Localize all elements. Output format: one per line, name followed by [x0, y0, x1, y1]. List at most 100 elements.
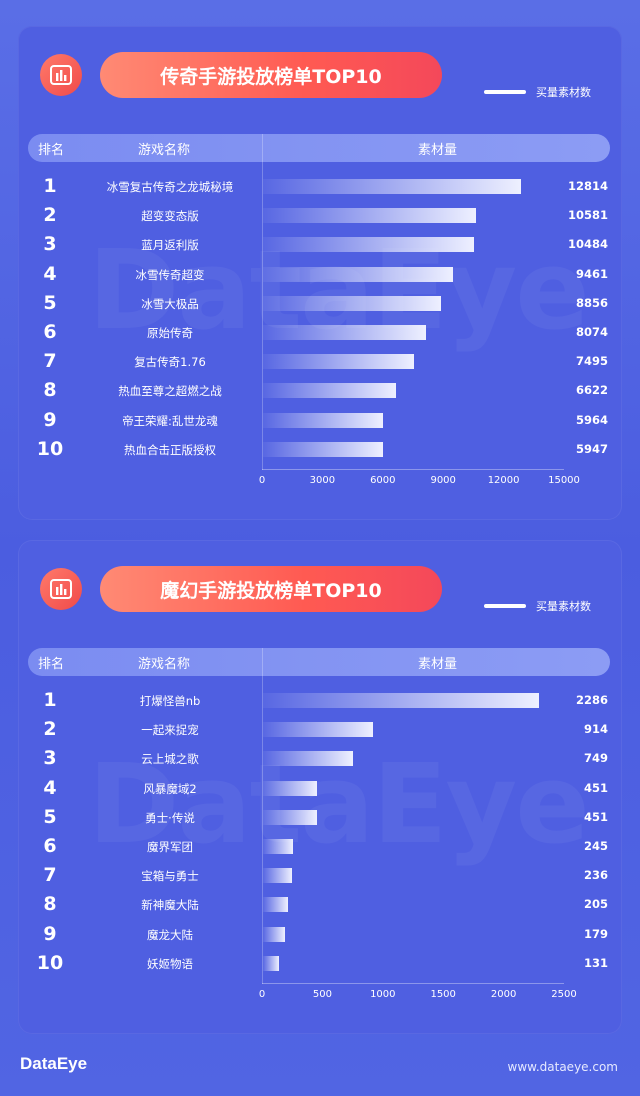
x-tick-label: 1000 — [370, 989, 396, 1000]
header-rank: 排名 — [38, 143, 65, 158]
rank-number: 1 — [43, 175, 57, 197]
bar — [263, 441, 383, 457]
game-name: 冰雪复古传奇之龙城秘境 — [106, 180, 234, 194]
game-name: 超变变态版 — [141, 209, 199, 224]
value-label: 451 — [583, 809, 608, 824]
table-row: 8 热血至尊之超燃之战 6622 — [18, 376, 622, 405]
rank-number: 6 — [43, 321, 57, 343]
game-name: 复古传奇1.76 — [134, 355, 206, 370]
rank-number: 2 — [43, 718, 57, 741]
value-label: 8074 — [575, 325, 608, 339]
game-name: 原始传奇 — [147, 326, 193, 340]
table-row: 10 热血合击正版授权 5947 — [18, 435, 622, 464]
table-row: 1 冰雪复古传奇之龙城秘境 12814 — [18, 172, 622, 201]
x-tick-label: 9000 — [430, 475, 456, 486]
value-label: 749 — [583, 751, 608, 766]
value-label: 10581 — [567, 208, 608, 223]
legend-swatch — [484, 90, 526, 94]
header-name: 游戏名称 — [138, 143, 191, 158]
bar — [263, 295, 442, 311]
bar — [263, 354, 414, 370]
x-tick-label: 12000 — [487, 475, 520, 486]
bar — [263, 325, 426, 340]
bar — [263, 897, 288, 913]
header-name: 游戏名称 — [138, 657, 191, 672]
bar — [263, 839, 293, 854]
table-row: 6 魔界军团 245 — [18, 832, 622, 861]
table-row: 5 冰雪大极品 8856 — [18, 289, 622, 318]
value-label: 5964 — [575, 412, 608, 427]
rank-number: 9 — [43, 408, 57, 431]
table-row: 6 原始传奇 8074 — [18, 318, 622, 347]
legend-label: 买量素材数 — [536, 600, 591, 613]
table-row: 5 勇士·传说 451 — [18, 803, 622, 832]
game-name: 勇士·传说 — [145, 810, 195, 825]
bar — [263, 693, 540, 708]
rank-number: 9 — [43, 922, 57, 945]
rank-number: 10 — [36, 951, 64, 974]
bar — [263, 780, 318, 796]
dataeye-logo: DataEye — [20, 1054, 88, 1073]
chart-title: 传奇手游投放榜单TOP10 — [100, 52, 442, 98]
value-label: 12814 — [567, 179, 608, 193]
chart-panel-fantasy-games: DataEye 魔幻手游投放榜单TOP10 买量素材数 排名 游戏名称 素材量 1 打爆怪兽n… — [18, 540, 622, 1034]
column-separator — [262, 648, 263, 984]
bar-chart-icon — [40, 568, 82, 610]
table-row: 4 冰雪传奇超变 9461 — [18, 260, 622, 289]
table-row: 1 打爆怪兽nb 2286 — [18, 686, 622, 715]
bar — [263, 809, 318, 825]
x-tick-label: 2500 — [551, 989, 577, 1000]
x-axis-line — [262, 983, 564, 984]
header-material: 素材量 — [418, 143, 458, 158]
legend-label: 买量素材数 — [536, 86, 591, 99]
rank-number: 3 — [43, 747, 57, 770]
rank-number: 4 — [43, 262, 57, 285]
table-row: 7 宝箱与勇士 236 — [18, 861, 622, 890]
rank-number: 2 — [43, 204, 57, 227]
table-row: 2 一起来捉宠 914 — [18, 715, 622, 744]
chart-title: 魔幻手游投放榜单TOP10 — [100, 566, 442, 612]
value-label: 451 — [583, 780, 608, 795]
game-name: 冰雪大极品 — [141, 296, 199, 311]
x-tick-label: 0 — [258, 989, 266, 1000]
value-label: 6622 — [575, 383, 608, 398]
game-name: 帝王荣耀:乱世龙魂 — [122, 413, 218, 428]
rank-number: 8 — [43, 893, 57, 916]
header-rank: 排名 — [38, 657, 65, 672]
game-name: 冰雪传奇超变 — [135, 267, 205, 282]
game-name: 热血至尊之超燃之战 — [118, 384, 222, 399]
value-label: 10484 — [567, 237, 608, 252]
rank-number: 3 — [43, 233, 57, 256]
value-label: 914 — [583, 722, 608, 737]
column-separator — [262, 134, 263, 470]
table-row: 3 蓝月返利版 10484 — [18, 230, 622, 259]
rank-number: 7 — [43, 864, 57, 887]
x-tick-label: 2000 — [490, 989, 517, 1000]
game-name: 魔龙大陆 — [147, 927, 193, 942]
header-material: 素材量 — [418, 657, 458, 672]
game-name: 魔界军团 — [147, 840, 193, 854]
x-tick-label: 3000 — [309, 475, 336, 486]
bar — [263, 383, 397, 399]
table-row: 9 帝王荣耀:乱世龙魂 5964 — [18, 406, 622, 435]
value-label: 131 — [583, 955, 608, 970]
table-row: 9 魔龙大陆 179 — [18, 920, 622, 949]
x-tick-label: 0 — [258, 475, 266, 486]
chart-panel-legend-games: DataEye 传奇手游投放榜单TOP10 买量素材数 排名 游戏名称 素材量 1 冰雪复古传… — [18, 26, 622, 520]
rank-number: 7 — [43, 350, 57, 373]
table-header: 排名 游戏名称 素材量 — [28, 134, 610, 162]
game-name: 一起来捉宠 — [141, 723, 199, 738]
game-name: 妖姬物语 — [147, 956, 193, 971]
game-name: 风暴魔域2 — [143, 781, 197, 796]
x-tick-label: 1500 — [430, 989, 456, 1000]
table-row: 2 超变变态版 10581 — [18, 201, 622, 230]
footer-url: www.dataeye.com — [507, 1060, 619, 1074]
x-axis-line — [262, 469, 564, 470]
bar — [263, 955, 279, 971]
legend-swatch — [484, 604, 526, 608]
value-label: 179 — [583, 926, 608, 941]
game-name: 云上城之歌 — [141, 752, 199, 767]
rank-number: 4 — [43, 776, 57, 799]
value-label: 2286 — [575, 693, 608, 707]
table-row: 8 新神魔大陆 205 — [18, 890, 622, 919]
